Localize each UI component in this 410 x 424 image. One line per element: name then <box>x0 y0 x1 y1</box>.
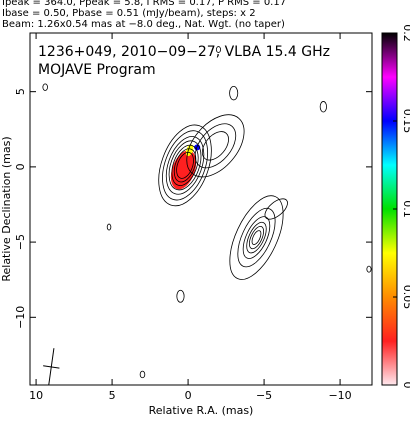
x-tick-label: −5 <box>256 389 272 402</box>
contour <box>186 114 245 178</box>
contour <box>201 131 229 161</box>
beam-minor <box>43 365 60 369</box>
contour <box>376 146 380 152</box>
header-line: Ibase = 0.50, Pbase = 0.51 (mJy/beam), s… <box>2 8 256 19</box>
contour <box>229 195 284 280</box>
contour <box>251 230 262 245</box>
colorbar-tick-label: 0.05 <box>401 285 410 310</box>
contour <box>165 136 205 195</box>
contour <box>319 101 327 113</box>
contour <box>215 46 222 53</box>
y-tick-label: −10 <box>14 306 27 329</box>
plot-subtitle: MOJAVE Program <box>38 62 156 78</box>
contour <box>139 370 146 379</box>
x-tick-label: 5 <box>109 389 116 402</box>
y-tick-label: 5 <box>14 88 27 95</box>
x-tick-label: −10 <box>328 389 351 402</box>
contour <box>242 216 271 259</box>
contour <box>42 83 48 91</box>
y-tick-label: −5 <box>14 234 27 250</box>
header-line: Beam: 1.26x0.54 mas at −8.0 deg., Nat. W… <box>2 19 285 30</box>
contour <box>366 265 372 273</box>
contour <box>246 221 267 254</box>
contour <box>248 226 264 250</box>
plot-frame <box>29 32 373 386</box>
contour <box>173 148 197 183</box>
contour <box>171 144 199 186</box>
x-tick-label: 0 <box>185 389 192 402</box>
colorbar-tick-label: 0 <box>401 382 410 389</box>
colorbar-tick-label: 0.2 <box>401 24 410 42</box>
x-axis-label: Relative R.A. (mas) <box>149 404 254 417</box>
contour <box>194 123 237 169</box>
contour <box>176 151 194 179</box>
contour <box>158 124 212 207</box>
contour <box>106 223 112 231</box>
y-tick-label: 0 <box>14 163 27 170</box>
x-tick-label: 10 <box>29 389 43 402</box>
contour <box>162 130 208 201</box>
header-line: Ipeak = 364.0, Ppeak = 5.8, I RMS = 0.17… <box>2 0 286 8</box>
colorbar-tick-label: 0.15 <box>401 109 410 134</box>
plot-area <box>42 46 380 385</box>
y-axis-label: Relative Declination (mas) <box>0 136 13 281</box>
contour <box>176 289 185 303</box>
contour <box>264 198 288 220</box>
contour <box>229 86 239 101</box>
plot-title: 1236+049, 2010−09−27, VLBA 15.4 GHz <box>38 44 330 60</box>
colorbar-tick-label: 0.1 <box>401 200 410 218</box>
contour <box>237 207 276 268</box>
contour <box>168 140 202 191</box>
